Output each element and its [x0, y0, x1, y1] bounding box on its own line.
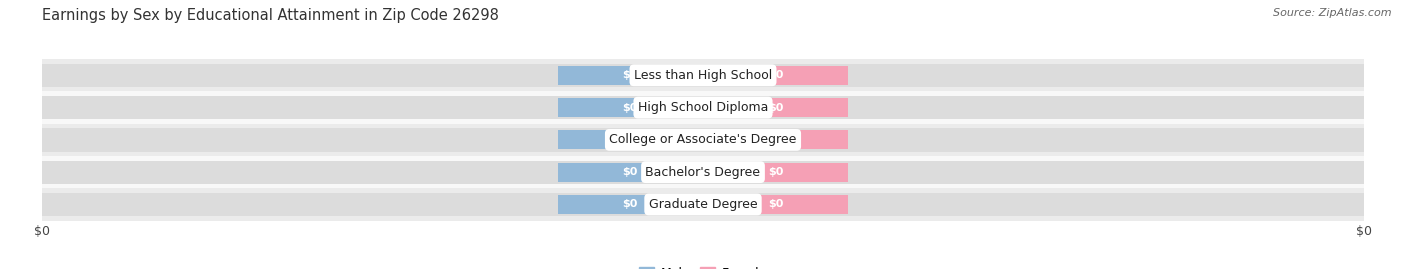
Text: Earnings by Sex by Educational Attainment in Zip Code 26298: Earnings by Sex by Educational Attainmen… — [42, 8, 499, 23]
Text: $0: $0 — [623, 102, 638, 113]
Bar — [703, 66, 848, 85]
Bar — [703, 163, 848, 182]
Text: Bachelor's Degree: Bachelor's Degree — [645, 166, 761, 179]
Bar — [42, 64, 1364, 87]
Bar — [558, 66, 703, 85]
Bar — [558, 195, 703, 214]
Text: $0: $0 — [768, 102, 783, 113]
Text: $0: $0 — [623, 167, 638, 177]
Text: $0: $0 — [768, 135, 783, 145]
Bar — [42, 124, 1364, 156]
Bar — [42, 188, 1364, 221]
Bar — [42, 193, 1364, 216]
Bar — [703, 195, 848, 214]
Text: Graduate Degree: Graduate Degree — [648, 198, 758, 211]
Text: $0: $0 — [768, 70, 783, 80]
Text: Less than High School: Less than High School — [634, 69, 772, 82]
Bar — [42, 161, 1364, 184]
Legend: Male, Female: Male, Female — [634, 262, 772, 269]
Bar — [558, 163, 703, 182]
Text: $0: $0 — [623, 199, 638, 210]
Bar — [42, 59, 1364, 91]
Bar — [42, 96, 1364, 119]
Bar — [42, 156, 1364, 188]
Text: $0: $0 — [768, 167, 783, 177]
Text: College or Associate's Degree: College or Associate's Degree — [609, 133, 797, 146]
Text: $0: $0 — [623, 70, 638, 80]
Bar — [703, 130, 848, 149]
Bar — [703, 98, 848, 117]
Text: High School Diploma: High School Diploma — [638, 101, 768, 114]
Text: $0: $0 — [623, 135, 638, 145]
Bar — [42, 91, 1364, 124]
Text: Source: ZipAtlas.com: Source: ZipAtlas.com — [1274, 8, 1392, 18]
Bar — [558, 130, 703, 149]
Text: $0: $0 — [768, 199, 783, 210]
Bar — [42, 128, 1364, 151]
Bar — [558, 98, 703, 117]
